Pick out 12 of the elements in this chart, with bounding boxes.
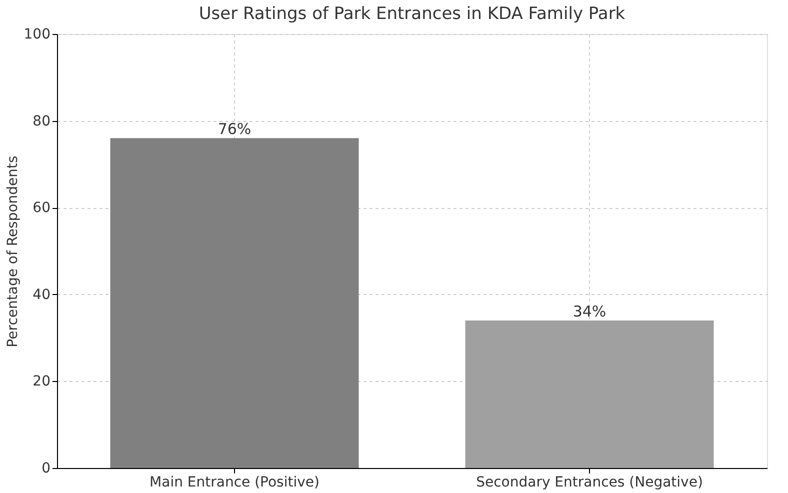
y-tick-label: 80 [32, 113, 50, 130]
y-tick-label: 20 [32, 374, 50, 390]
y-tick-label: 0 [42, 460, 50, 476]
chart-title: User Ratings of Park Entrances in KDA Family Park [198, 4, 626, 24]
data-label: 76% [218, 120, 252, 138]
y-tick-label: 40 [32, 286, 50, 303]
y-axis-title: Percentage of Respondents [4, 156, 21, 348]
y-tick-label: 60 [32, 200, 50, 216]
x-tick-label: Main Entrance (Positive) [150, 474, 320, 490]
data-label: 34% [572, 302, 606, 320]
y-tick-label: 100 [24, 26, 50, 42]
x-tick-label: Secondary Entrances (Negative) [476, 474, 703, 490]
